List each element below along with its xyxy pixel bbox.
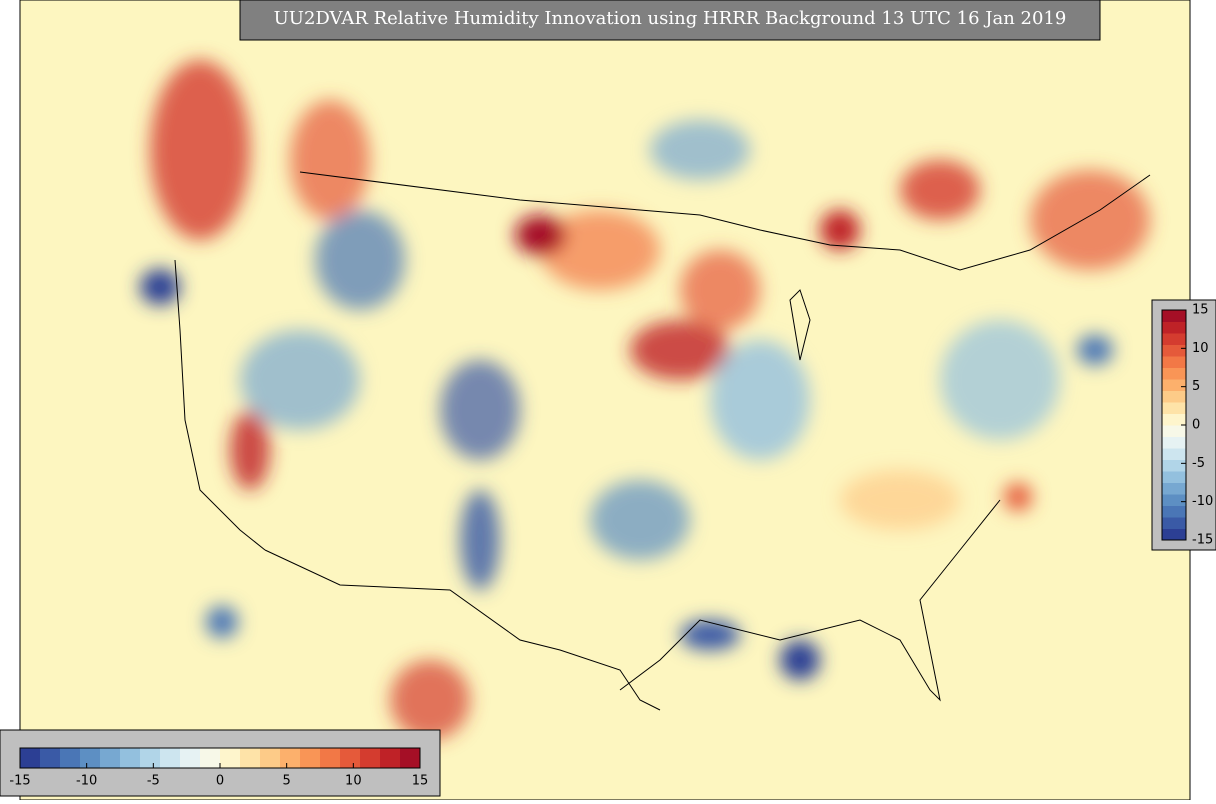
- colorbar-tick-label: 5: [1192, 379, 1200, 394]
- colorbar-segment: [80, 748, 101, 768]
- colorbar-segment: [1162, 413, 1186, 426]
- colorbar-segment: [1162, 367, 1186, 380]
- colorbar-tick-label: -15: [9, 774, 30, 789]
- colorbar-tick-label: -15: [1192, 533, 1213, 548]
- colorbar-segment: [60, 748, 81, 768]
- colorbar-segment: [1162, 494, 1186, 506]
- coastline: [174, 259, 266, 551]
- colorbar-segment: [1162, 459, 1186, 472]
- colorbar-segment: [40, 748, 61, 768]
- title-box: [239, 0, 1101, 41]
- colorbar-tick-label: 0: [216, 774, 224, 789]
- colorbar-segment: [140, 748, 161, 768]
- colorbar-segment: [120, 748, 141, 768]
- border-line: [264, 549, 661, 711]
- map-title: UU2DVAR Relative Humidity Innovation usi…: [274, 8, 1067, 29]
- colorbar-segment: [180, 748, 201, 768]
- colorbar-segment: [1162, 310, 1186, 322]
- colorbar-segment: [340, 748, 361, 768]
- colorbar-segment: [320, 748, 341, 768]
- colorbar-segment: [1162, 471, 1186, 483]
- colorbar-segment: [1162, 344, 1186, 357]
- colorbar-segment: [400, 748, 421, 768]
- colorbar-segment: [360, 748, 381, 768]
- colorbar-segment: [1162, 505, 1186, 518]
- colorbar-segment: [1162, 321, 1186, 334]
- colorbar-tick-label: 15: [1192, 303, 1209, 318]
- colorbar-segment: [1162, 390, 1186, 403]
- colorbar-segment: [380, 748, 401, 768]
- colorbar-tick-label: 5: [283, 774, 291, 789]
- colorbar-segment: [240, 748, 261, 768]
- colorbar-segment: [1162, 333, 1186, 345]
- colorbar-tick-label: 10: [1192, 341, 1209, 356]
- colorbar-segment: [1162, 482, 1186, 495]
- colorbar-segment: [1162, 425, 1186, 437]
- coastline: [619, 499, 1001, 702]
- colorbar-segment: [1162, 528, 1186, 541]
- colorbar-segment: [1162, 356, 1186, 368]
- colorbar-tick-label: -5: [1192, 456, 1205, 471]
- colorbar-segment: [260, 748, 281, 768]
- border-line: [299, 171, 1151, 271]
- colorbar-segment: [1162, 448, 1186, 460]
- colorbar-tick-label: 10: [345, 774, 362, 789]
- boundaries: [174, 171, 1151, 711]
- colorbar-segment: [280, 748, 301, 768]
- colorbar-segment: [220, 748, 241, 768]
- colorbar-segment: [1162, 436, 1186, 449]
- colorbar-tick-label: -10: [76, 774, 97, 789]
- lake: [789, 289, 811, 361]
- colorbar-segment: [1162, 379, 1186, 391]
- colorbar-segment: [1162, 402, 1186, 414]
- colorbar-segment: [1162, 517, 1186, 529]
- innovation-field: [140, 60, 1150, 740]
- colorbar-tick-label: -10: [1192, 494, 1213, 509]
- colorbar-tick-label: -5: [147, 774, 160, 789]
- colorbar-tick-label: 0: [1192, 418, 1200, 433]
- colorbar-segment: [160, 748, 181, 768]
- colorbar-segment: [300, 748, 321, 768]
- colorbar-tick-label: 15: [412, 774, 429, 789]
- colorbar-segment: [100, 748, 121, 768]
- colorbar-segment: [200, 748, 221, 768]
- colorbar-segment: [20, 748, 41, 768]
